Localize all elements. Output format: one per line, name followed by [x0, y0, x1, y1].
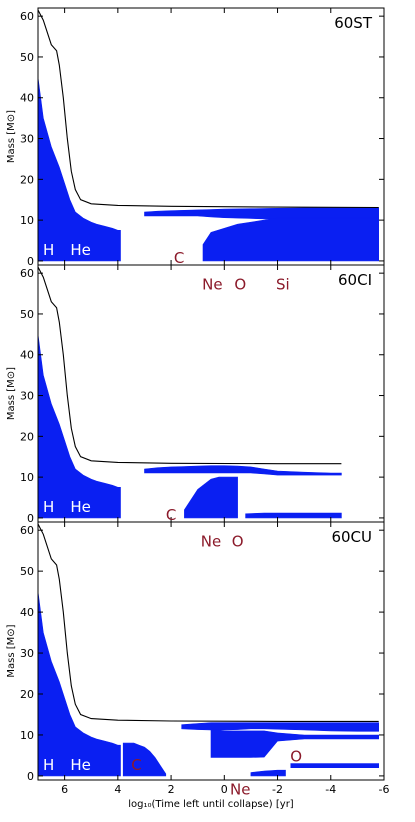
convective-region	[37, 591, 121, 777]
burning-label-O: O	[290, 748, 302, 766]
total-mass-line	[37, 266, 342, 465]
x-tick-label: 4	[114, 783, 121, 796]
convective-region	[290, 763, 380, 769]
y-tick-label: 50	[20, 308, 34, 321]
x-tick-label: -4	[325, 783, 336, 796]
burning-label-Ne: Ne	[202, 275, 222, 293]
axes-frame	[37, 521, 385, 781]
y-tick-label: 10	[20, 729, 34, 742]
burning-label-C: C	[131, 756, 141, 774]
y-tick-label: 60	[20, 267, 34, 280]
convective-region	[210, 728, 380, 758]
y-tick-label: 50	[20, 51, 34, 64]
x-tick-label: 2	[168, 783, 175, 796]
burning-label-H: H	[43, 498, 54, 516]
convective-region	[144, 465, 342, 476]
panel-60ST: 0 10 20 30 40 50 60 Mass [M⊙] 60ST H He C Ne O Si	[6, 7, 385, 293]
total-mass-line	[37, 523, 379, 722]
burning-label-O: O	[234, 275, 246, 293]
convective-region	[181, 722, 380, 732]
convective-region	[37, 334, 121, 519]
convective-region	[245, 512, 342, 519]
y-tick-label: 60	[20, 524, 34, 537]
y-tick-label: 0	[27, 770, 34, 783]
y-tick-label: 30	[20, 133, 34, 146]
burning-label-He: He	[70, 498, 91, 516]
x-axis-label: log₁₀(Time left until collapse) [yr]	[128, 799, 294, 810]
x-tick-label: -2	[272, 783, 283, 796]
burning-label-Ne: Ne	[201, 532, 221, 550]
convective-region	[184, 476, 238, 519]
burning-label-He: He	[70, 241, 91, 259]
panel-title: 60ST	[334, 14, 373, 32]
y-tick-label: 40	[20, 606, 34, 619]
convective-region	[37, 77, 121, 262]
y-tick-label: 20	[20, 173, 34, 186]
y-tick-label: 10	[20, 214, 34, 227]
y-axis-label: Mass [M⊙]	[6, 110, 17, 163]
burning-label-He: He	[70, 756, 91, 774]
burning-label-H: H	[43, 756, 54, 774]
convective-region	[250, 769, 286, 777]
total-mass-line	[37, 9, 379, 209]
y-tick-label: 40	[20, 349, 34, 362]
y-tick-label: 0	[27, 512, 34, 525]
burning-label-H: H	[43, 241, 54, 259]
convective-region	[202, 217, 380, 262]
burning-label-O: O	[232, 532, 244, 550]
burning-label-Si: Si	[276, 275, 290, 293]
convective-region	[122, 742, 167, 777]
panel-60CI: 0 10 20 30 40 50 60 Mass [M⊙] 60CI H He C Ne O	[6, 264, 385, 550]
y-tick-label: 40	[20, 92, 34, 105]
y-tick-label: 30	[20, 390, 34, 403]
y-tick-label: 30	[20, 647, 34, 660]
y-tick-label: 10	[20, 471, 34, 484]
panel-title: 60CU	[331, 528, 372, 546]
burning-label-C: C	[166, 506, 176, 524]
x-tick-label: 6	[61, 783, 68, 796]
y-axis-label: Mass [M⊙]	[6, 624, 17, 677]
y-tick-label: 50	[20, 565, 34, 578]
y-tick-label: 20	[20, 430, 34, 443]
burning-label-Ne: Ne	[230, 780, 250, 798]
y-axis-label: Mass [M⊙]	[6, 367, 17, 420]
panel-title: 60CI	[338, 271, 372, 289]
y-tick-label: 0	[27, 255, 34, 268]
burning-label-C: C	[174, 249, 184, 267]
x-tick-label: 0	[221, 783, 228, 796]
y-tick-label: 60	[20, 10, 34, 23]
y-tick-label: 20	[20, 688, 34, 701]
x-tick-label: -6	[379, 783, 390, 796]
